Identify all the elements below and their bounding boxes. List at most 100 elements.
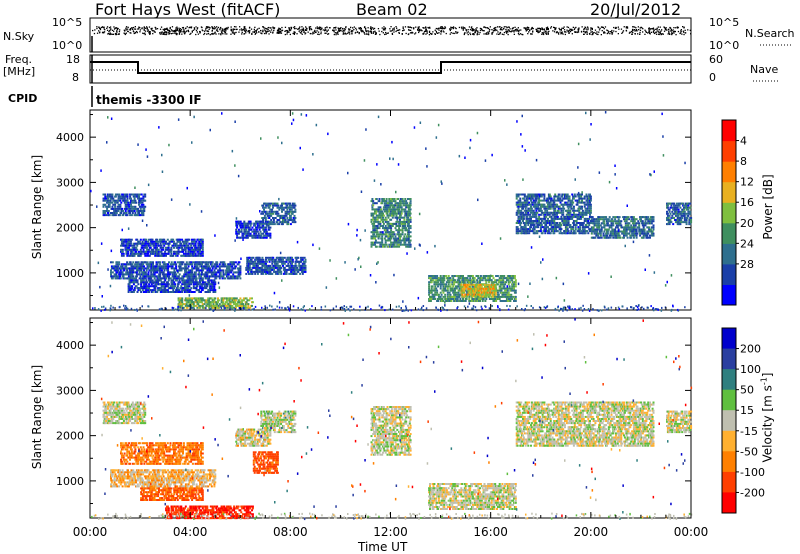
power-data-cell: [122, 195, 125, 198]
power-data-cell: [135, 267, 138, 270]
nsky-noise-point: [298, 30, 300, 32]
power-data-cell: [192, 285, 195, 288]
nsky-noise-point: [184, 32, 186, 34]
nsky-noise-point: [611, 29, 613, 32]
nsky-noise-point: [337, 31, 339, 33]
power-data-cell: [229, 269, 232, 272]
power-data-cell: [196, 263, 199, 266]
power-data-cell: [132, 269, 135, 272]
power-data-cell: [304, 268, 307, 271]
power-data-cell: [128, 203, 131, 206]
nsky-noise-point: [539, 30, 541, 32]
power-data-cell: [239, 265, 242, 268]
power-data-cell: [282, 202, 285, 205]
power-data-cell: [262, 258, 265, 261]
nsky-noise-point: [285, 30, 287, 32]
power-data-cell: [400, 210, 403, 213]
nsky-noise-point: [268, 26, 270, 29]
power-data-cell: [248, 226, 251, 229]
power-data-cell: [103, 214, 106, 217]
nsky-noise-point: [507, 33, 509, 36]
power-data-cell: [255, 258, 258, 261]
power-data-cell: [245, 226, 248, 229]
power-data-cell: [399, 220, 402, 223]
power-data-cell: [289, 206, 291, 209]
power-data-cell: [167, 250, 170, 253]
nsky-noise-point: [564, 31, 566, 33]
nsky-noise-point: [372, 31, 375, 33]
power-data-cell: [138, 250, 140, 253]
power-data-cell: [182, 289, 185, 292]
power-data-cell: [374, 212, 377, 215]
nsky-noise-point: [174, 30, 176, 32]
power-data-cell: [118, 193, 121, 196]
power-data-cell: [198, 289, 201, 292]
power-data-cell: [232, 273, 235, 276]
power-data-cell: [390, 237, 393, 240]
nsky-noise-point: [638, 29, 640, 31]
nsky-noise-point: [566, 26, 568, 28]
power-data-cell: [257, 234, 260, 237]
nsky-noise-point: [108, 27, 111, 29]
nsky-noise-point: [382, 32, 384, 34]
power-data-cell: [231, 269, 234, 272]
power-data-cell: [155, 283, 158, 286]
power-data-cell: [213, 285, 216, 288]
power-data-cell: [239, 269, 242, 272]
power-data-cell: [268, 217, 271, 219]
power-data-cell: [292, 264, 295, 267]
nsky-noise-point: [179, 31, 181, 33]
nsky-noise-point: [178, 33, 181, 35]
power-data-cell: [124, 203, 127, 206]
power-data-cell: [145, 238, 148, 241]
nsky-noise-point: [496, 26, 499, 28]
power-data-cell: [143, 210, 146, 212]
nsky-noise-point: [299, 26, 301, 28]
power-data-cell: [139, 265, 142, 268]
nsky-noise-point: [176, 27, 178, 29]
power-data-cell: [140, 193, 143, 196]
freq-label-line1: Freq.: [5, 53, 33, 66]
power-data-cell: [272, 223, 274, 226]
power-data-cell: [260, 258, 263, 261]
power-data-cell: [184, 289, 187, 292]
power-data-cell: [291, 221, 294, 224]
nsky-noise-point: [424, 27, 426, 29]
nsky-noise-point: [367, 30, 370, 32]
power-data-cell: [260, 272, 263, 275]
power-data-cell: [289, 208, 291, 211]
nsky-noise-point: [395, 26, 397, 28]
power-data-cell: [302, 264, 305, 267]
power-data-cell: [255, 228, 258, 231]
power-data-cell: [139, 238, 142, 241]
power-data-cell: [176, 271, 179, 274]
station-title: Fort Hays West (fitACF): [95, 0, 281, 19]
power-data-cell: [129, 261, 132, 264]
nsky-noise-point: [639, 33, 641, 35]
nsky-noise-point: [114, 27, 116, 29]
power-data-cell: [201, 297, 204, 300]
nsky-noise-point: [460, 26, 463, 28]
nsky-noise-point: [398, 32, 400, 34]
nsky-noise-point: [659, 31, 661, 33]
nsky-noise-point: [137, 28, 139, 30]
power-data-cell: [205, 287, 208, 290]
power-data-cell: [175, 279, 178, 282]
power-data-cell: [173, 246, 175, 249]
nsky-noise-point: [497, 31, 499, 33]
nsky-noise-point: [482, 30, 484, 32]
power-data-cell: [220, 275, 223, 278]
power-data-cell: [160, 252, 163, 255]
nsky-noise-point: [450, 26, 452, 28]
power-data-cell: [184, 252, 187, 255]
power-data-cell: [248, 264, 251, 267]
nsky-noise-point: [462, 29, 464, 31]
nsky-noise-point: [337, 27, 339, 29]
nsky-noise-point: [452, 27, 454, 30]
power-data-cell: [431, 285, 434, 288]
nsky-noise-point: [465, 29, 467, 31]
power-data-cell: [170, 248, 173, 251]
power-data-cell: [277, 258, 280, 261]
power-data-cell: [126, 273, 129, 276]
power-data-cell: [408, 214, 411, 217]
